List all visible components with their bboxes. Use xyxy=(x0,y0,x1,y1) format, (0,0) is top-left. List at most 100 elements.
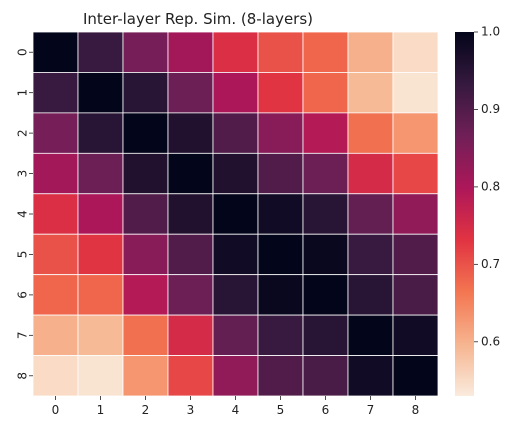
heatmap-cell-6-1 xyxy=(77,274,124,316)
chart-title: Inter-layer Rep. Sim. (8-layers) xyxy=(83,10,313,28)
heatmap-cell-6-4 xyxy=(212,274,259,316)
heatmap-cell-0-6 xyxy=(302,31,349,73)
heatmap-cell-8-2 xyxy=(122,355,169,397)
x-tick-label: 2 xyxy=(142,403,150,417)
heatmap-cell-0-2 xyxy=(122,31,169,73)
heatmap-cell-5-6 xyxy=(302,233,349,276)
heatmap-cell-0-5 xyxy=(257,31,304,73)
x-tick-label: 7 xyxy=(367,403,375,417)
heatmap-cells xyxy=(32,31,439,397)
heatmap-cell-4-1 xyxy=(77,193,124,235)
heatmap-cell-8-4 xyxy=(212,355,259,397)
heatmap-cell-0-3 xyxy=(167,31,214,73)
heatmap-cell-3-5 xyxy=(257,152,304,195)
heatmap-cell-8-5 xyxy=(257,355,304,397)
heatmap-cell-8-8 xyxy=(392,355,439,397)
heatmap-cell-8-0 xyxy=(32,355,79,397)
y-tick-label: 0 xyxy=(16,48,30,56)
heatmap-cell-7-4 xyxy=(212,314,259,356)
heatmap-cell-4-5 xyxy=(257,193,304,235)
x-tick-label: 3 xyxy=(187,403,195,417)
heatmap-cell-4-2 xyxy=(122,193,169,235)
y-tick-label: 1 xyxy=(16,89,30,97)
heatmap-cell-2-5 xyxy=(257,112,304,154)
heatmap-cell-4-8 xyxy=(392,193,439,235)
heatmap-cell-3-8 xyxy=(392,152,439,195)
y-axis: 0 1 2 3 4 5 6 7 8 xyxy=(16,48,33,380)
heatmap-cell-5-5 xyxy=(257,233,304,276)
heatmap-cell-7-6 xyxy=(302,314,349,356)
x-tick-label: 1 xyxy=(97,403,105,417)
heatmap-cell-4-0 xyxy=(32,193,79,235)
heatmap-cell-7-8 xyxy=(392,314,439,356)
y-tick-label: 2 xyxy=(16,129,30,137)
heatmap-cell-5-8 xyxy=(392,233,439,276)
y-tick-label: 8 xyxy=(16,372,30,380)
y-tick-label: 3 xyxy=(16,170,30,178)
colorbar: 0.6 0.7 0.8 0.9 1.0 xyxy=(455,25,500,396)
heatmap-cell-8-7 xyxy=(347,355,394,397)
heatmap-cell-2-7 xyxy=(347,112,394,154)
heatmap-cell-2-2 xyxy=(122,112,169,154)
heatmap-cell-5-7 xyxy=(347,233,394,276)
heatmap-cell-7-1 xyxy=(77,314,124,356)
heatmap-cell-7-3 xyxy=(167,314,214,356)
heatmap-cell-7-5 xyxy=(257,314,304,356)
x-tick-label: 0 xyxy=(52,403,60,417)
y-tick-label: 5 xyxy=(16,251,30,259)
heatmap-cell-8-1 xyxy=(77,355,124,397)
x-tick-label: 6 xyxy=(322,403,330,417)
heatmap-cell-2-4 xyxy=(212,112,259,154)
heatmap-cell-5-2 xyxy=(122,233,169,276)
heatmap-cell-2-3 xyxy=(167,112,214,154)
x-tick-label: 4 xyxy=(232,403,240,417)
heatmap-cell-1-7 xyxy=(347,72,394,114)
heatmap-cell-5-1 xyxy=(77,233,124,276)
heatmap-cell-8-6 xyxy=(302,355,349,397)
heatmap-cell-1-4 xyxy=(212,72,259,114)
y-tick-label: 6 xyxy=(16,291,30,299)
heatmap-cell-3-7 xyxy=(347,152,394,195)
heatmap-cell-4-4 xyxy=(212,193,259,235)
heatmap-cell-6-8 xyxy=(392,274,439,316)
colorbar-gradient xyxy=(455,32,474,396)
colorbar-tick-label: 0.6 xyxy=(481,334,500,348)
heatmap-cell-1-2 xyxy=(122,72,169,114)
colorbar-tick-label: 0.7 xyxy=(481,257,500,271)
heatmap-cell-0-4 xyxy=(212,31,259,73)
heatmap-cell-1-6 xyxy=(302,72,349,114)
x-tick-label: 8 xyxy=(412,403,420,417)
heatmap-cell-3-1 xyxy=(77,152,124,195)
heatmap-cell-5-4 xyxy=(212,233,259,276)
colorbar-ticks: 0.6 0.7 0.8 0.9 1.0 xyxy=(474,25,500,348)
heatmap-cell-4-7 xyxy=(347,193,394,235)
heatmap-cell-7-2 xyxy=(122,314,169,356)
heatmap-cell-0-1 xyxy=(77,31,124,73)
y-tick-label: 4 xyxy=(16,210,30,218)
heatmap-cell-1-5 xyxy=(257,72,304,114)
heatmap-cell-3-0 xyxy=(32,152,79,195)
heatmap-cell-2-6 xyxy=(302,112,349,154)
heatmap-cell-3-6 xyxy=(302,152,349,195)
heatmap-cell-5-0 xyxy=(32,233,79,276)
heatmap-cell-1-1 xyxy=(77,72,124,114)
heatmap-cell-6-3 xyxy=(167,274,214,316)
heatmap-cell-1-8 xyxy=(392,72,439,114)
heatmap-cell-2-8 xyxy=(392,112,439,154)
colorbar-tick-label: 1.0 xyxy=(481,25,500,39)
heatmap-cell-3-2 xyxy=(122,152,169,195)
heatmap-cell-5-3 xyxy=(167,233,214,276)
heatmap-cell-6-7 xyxy=(347,274,394,316)
heatmap-cell-7-7 xyxy=(347,314,394,356)
heatmap-cell-6-0 xyxy=(32,274,79,316)
x-tick-label: 5 xyxy=(277,403,285,417)
heatmap-cell-6-5 xyxy=(257,274,304,316)
heatmap-cell-4-3 xyxy=(167,193,214,235)
heatmap-cell-2-0 xyxy=(32,112,79,154)
heatmap-cell-3-4 xyxy=(212,152,259,195)
heatmap-cell-7-0 xyxy=(32,314,79,356)
heatmap-cell-4-6 xyxy=(302,193,349,235)
heatmap-cell-6-2 xyxy=(122,274,169,316)
heatmap-cell-0-7 xyxy=(347,31,394,73)
